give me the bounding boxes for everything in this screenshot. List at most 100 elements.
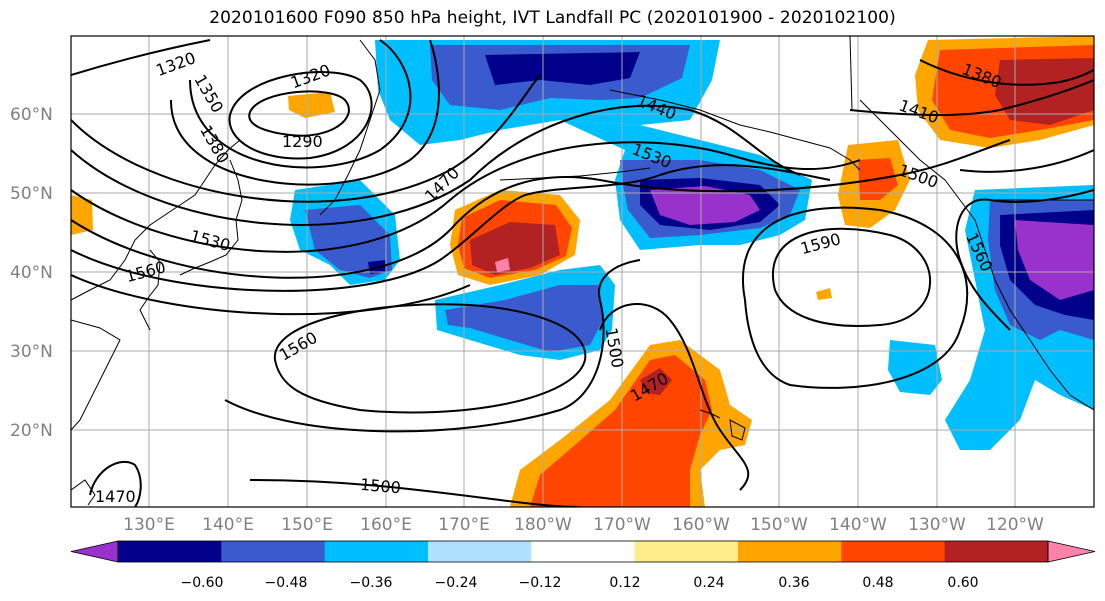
colorbar-segment — [531, 541, 636, 562]
lon-label: 120°W — [986, 515, 1044, 535]
colorbar-tick-label: −0.48 — [265, 575, 308, 591]
map-frame — [70, 35, 1095, 508]
gridlines — [71, 36, 1094, 507]
colorbar-segment — [841, 541, 946, 562]
contour-1500-south — [249, 479, 581, 507]
lat-label: 40°N — [10, 263, 53, 283]
colorbar-segment — [324, 541, 429, 562]
contour-1440 — [71, 104, 801, 226]
colorbar-tick-label: −0.12 — [519, 575, 562, 591]
colorbar-tick-labels: −0.60 −0.48 −0.36 −0.24 −0.12 0.12 0.24 … — [181, 575, 979, 591]
lat-label: 60°N — [10, 105, 53, 125]
colorbar-segment — [118, 541, 222, 562]
colorbar-extend-min — [70, 540, 119, 563]
lat-label: 50°N — [10, 184, 53, 204]
contour-1560-west — [71, 274, 471, 316]
ivt-positive-dot — [816, 288, 832, 300]
contour-1380-west — [169, 39, 440, 186]
colorbar-segment — [634, 541, 739, 562]
lon-label: 160°E — [360, 515, 412, 535]
coastline-japan — [179, 159, 243, 276]
colorbar-segment — [944, 541, 1049, 562]
ivt-negative-north-pacific-max — [485, 52, 640, 85]
lon-label: 130°W — [908, 515, 966, 535]
contour-1380-east — [919, 59, 1094, 86]
ivt-positive-subtropical-mid — [530, 355, 712, 507]
contour-1320 — [228, 71, 373, 160]
coastline-philippines — [71, 479, 96, 506]
colorbar-extend-max — [1047, 540, 1096, 563]
lon-label: 140°W — [829, 515, 887, 535]
contour-label: 1560 — [124, 257, 168, 286]
colorbar-tick-label: 0.60 — [947, 575, 978, 591]
coastline-korea — [139, 249, 161, 331]
coastline-north-america — [859, 99, 1094, 411]
colorbar-segment — [221, 541, 326, 562]
colorbar-segment — [738, 541, 842, 562]
coastline-kamchatka — [319, 39, 381, 216]
contour-label: 1530 — [188, 226, 232, 255]
ivt-positive-central-max — [470, 222, 560, 275]
contour-1500-mid — [224, 259, 641, 433]
contour-label: 1320 — [153, 48, 198, 80]
lat-label: 30°N — [10, 342, 53, 362]
contour-label: 1560 — [276, 328, 321, 365]
ivt-positive-central-peak — [495, 258, 510, 272]
colorbar-tick-label: 0.24 — [693, 575, 724, 591]
map-title: 2020101600 F090 850 hPa height, IVT Land… — [209, 8, 896, 28]
contour-label: 1500 — [601, 326, 627, 369]
contour-1410-east — [849, 79, 1094, 116]
coastline-aleutians — [499, 167, 651, 181]
contour-1530-east — [955, 189, 1094, 331]
lon-label: 150°W — [750, 515, 808, 535]
contour-1560-south — [273, 303, 587, 414]
contour-1470-east — [959, 149, 1094, 173]
ivt-negative-gulf-peak — [650, 186, 760, 225]
lon-label: 170°W — [593, 515, 651, 535]
contour-1560-east — [742, 206, 969, 389]
ivt-positive-subtropical-max — [640, 368, 672, 395]
ivt-positive-canada-max — [995, 58, 1094, 125]
contour-label: 1380 — [196, 122, 233, 167]
colorbar-tick-label: −0.36 — [350, 575, 393, 591]
lon-label: 130°E — [123, 515, 175, 535]
colorbar-tick-label: −0.24 — [435, 575, 478, 591]
contour-label: 1290 — [282, 132, 323, 151]
contour-1290 — [248, 90, 350, 137]
ivt-positive-east-asia — [71, 195, 93, 235]
contour-1590 — [772, 227, 931, 327]
lon-label: 180°W — [514, 515, 572, 535]
contour-1320-north — [71, 39, 211, 76]
colorbar-tick-label: 0.12 — [609, 575, 640, 591]
contour-1530 — [71, 164, 831, 292]
ivt-negative-mid-pacific-core — [445, 285, 603, 352]
contour-1470-mid — [599, 303, 750, 491]
ivt-negative-hawaii-east — [888, 340, 942, 395]
longitude-labels: 130°E 140°E 150°E 160°E 170°E 180°W 170°… — [123, 515, 1044, 535]
lon-label: 160°W — [672, 515, 730, 535]
contour-label: 1500 — [359, 475, 401, 497]
contour-label: 1470 — [95, 487, 136, 506]
colorbar: −0.60 −0.48 −0.36 −0.24 −0.12 0.12 0.24 … — [70, 540, 1096, 591]
colorbar-tick-label: 0.36 — [778, 575, 809, 591]
contour-1410 — [71, 74, 541, 203]
colorbar-tick-label: 0.48 — [862, 575, 893, 591]
contour-1350 — [189, 39, 412, 169]
lon-label: 140°E — [202, 515, 254, 535]
colorbar-outline — [117, 540, 1049, 563]
ivt-positive-kamchatka — [288, 92, 335, 118]
colorbar-segments — [70, 540, 1096, 563]
contour-label: 1470 — [421, 163, 463, 205]
coastline-china — [71, 319, 121, 431]
ivt-negative-west-coast-peak — [1015, 220, 1094, 300]
contour-1470-sw — [89, 460, 142, 507]
lon-label: 150°E — [281, 515, 333, 535]
coastline-alaska — [609, 89, 861, 171]
lon-label: 170°E — [438, 515, 490, 535]
contour-label: 1320 — [288, 60, 333, 92]
colorbar-tick-label: −0.60 — [181, 575, 224, 591]
border-canada-us — [849, 36, 853, 111]
colorbar-segment — [428, 541, 532, 562]
height-contours — [71, 39, 1094, 507]
